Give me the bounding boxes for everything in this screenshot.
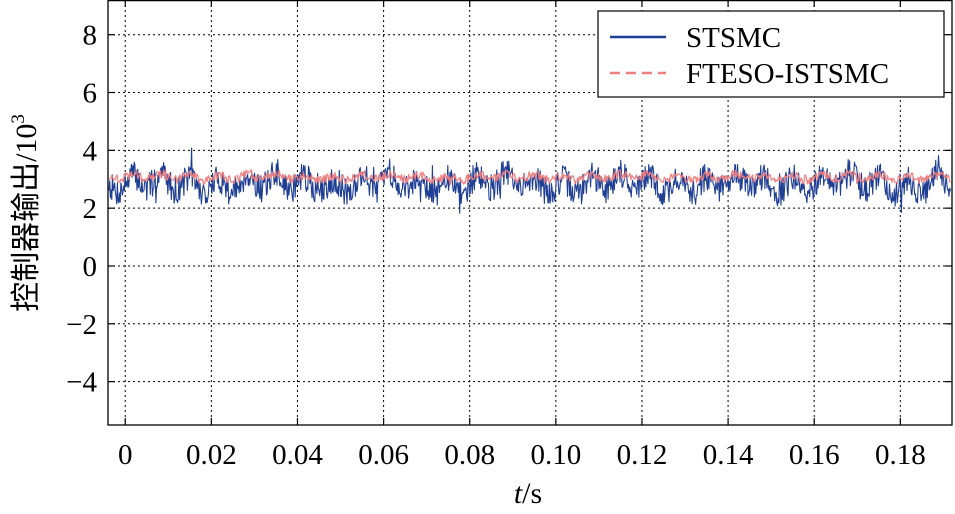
y-axis-label-main: 控制器输出/10 xyxy=(10,124,43,312)
series-layer xyxy=(108,147,952,214)
y-tick-label: 4 xyxy=(83,135,98,167)
x-axis-label-unit: /s xyxy=(522,477,542,509)
x-axis-label: t/s xyxy=(514,477,542,509)
x-tick-label: 0.16 xyxy=(789,439,840,471)
x-tick-label: 0 xyxy=(118,439,133,471)
x-tick-label: 0.02 xyxy=(186,439,237,471)
x-tick-label: 0.18 xyxy=(875,439,926,471)
plot-frame xyxy=(107,0,953,426)
axes xyxy=(107,0,953,426)
tick-labels: 0 0.02 0.04 0.06 0.08 0.10 0.12 0.14 0.16 0.18 −4 −… xyxy=(66,20,926,471)
y-tick-label: 2 xyxy=(83,193,98,225)
y-tick-label: 8 xyxy=(83,20,98,52)
y-axis-label-exponent: 3 xyxy=(8,114,29,124)
y-axis-label: 控制器输出/103 xyxy=(8,114,43,312)
y-tick-label: 6 xyxy=(83,78,98,110)
x-tick-label: 0.10 xyxy=(530,439,581,471)
y-tick-label: −2 xyxy=(66,309,97,341)
legend-label-ftesoistsmc: FTESO-ISTSMC xyxy=(686,58,889,90)
y-tick-label: −4 xyxy=(66,367,97,399)
x-axis-label-variable: t xyxy=(514,477,523,509)
x-tick-label: 0.12 xyxy=(617,439,668,471)
legend: STSMC FTESO-ISTSMC xyxy=(597,10,945,98)
y-tick-label: 0 xyxy=(83,251,98,283)
x-tick-label: 0.14 xyxy=(703,439,754,471)
legend-box xyxy=(597,10,945,98)
series-line-ftesoistsmc xyxy=(108,168,952,186)
x-tick-label: 0.08 xyxy=(444,439,495,471)
legend-label-stsmc: STSMC xyxy=(686,22,781,54)
x-tick-label: 0.06 xyxy=(358,439,409,471)
x-tick-label: 0.04 xyxy=(272,439,323,471)
series-line-stsmc xyxy=(108,147,951,214)
